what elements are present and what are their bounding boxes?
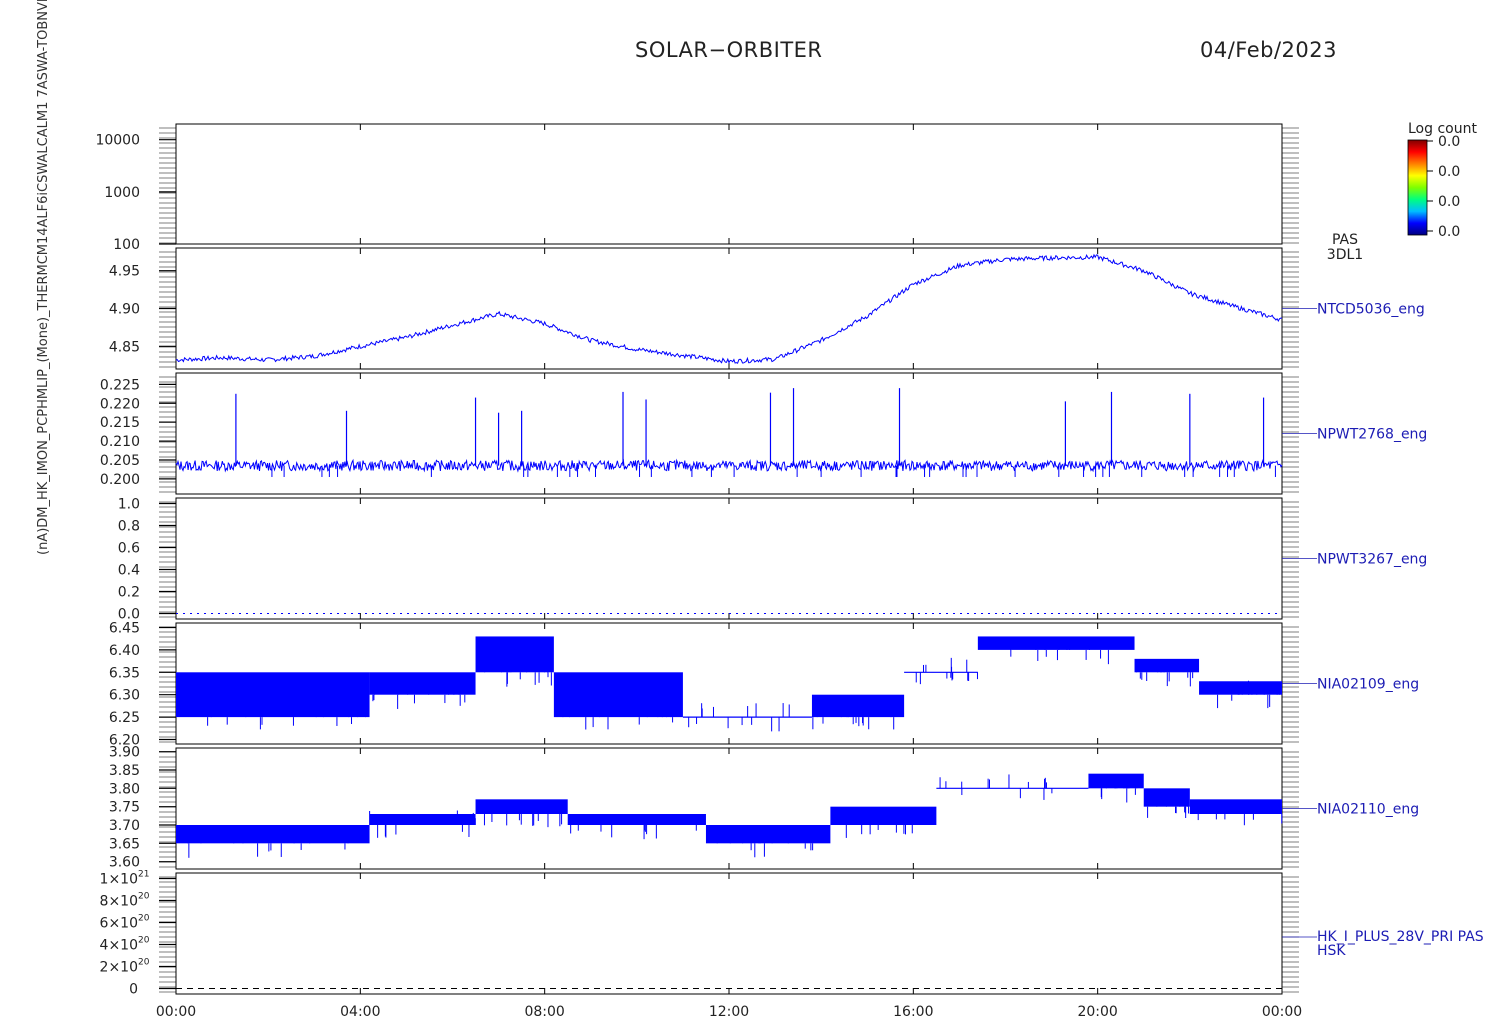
y-tick-label: 100 bbox=[113, 237, 140, 253]
x-tick-label: 12:00 bbox=[709, 1004, 749, 1020]
band-segment bbox=[176, 825, 370, 844]
y-tick-label: 6.45 bbox=[109, 620, 140, 636]
y-tick-label: 0.6 bbox=[118, 541, 140, 557]
colorbar bbox=[1407, 139, 1428, 236]
y-tick-label: 6.25 bbox=[109, 710, 140, 726]
y-tick-label: 1000 bbox=[104, 185, 140, 201]
y-tick-label: 0.225 bbox=[100, 377, 140, 393]
y-tick-label: 0.4 bbox=[118, 563, 140, 579]
y-tick-label: 0.220 bbox=[100, 396, 140, 412]
band-segment bbox=[1134, 658, 1200, 673]
y-tick-label: 3.75 bbox=[109, 800, 140, 816]
y-tick-label: 0.2 bbox=[118, 585, 140, 601]
y-tick-label: 3.70 bbox=[109, 818, 140, 834]
series-line bbox=[175, 253, 1283, 364]
band-segment bbox=[176, 672, 370, 718]
y-tick-label: 8×10 bbox=[100, 894, 138, 910]
y-tick-label: 0.210 bbox=[100, 434, 140, 450]
panel-label: HSK bbox=[1317, 943, 1346, 959]
panel-label: PAS bbox=[1332, 232, 1358, 248]
panel-label: NTCD5036_eng bbox=[1317, 302, 1425, 318]
y-tick-label: 6.40 bbox=[109, 643, 140, 659]
y-tick-label: 4.95 bbox=[109, 264, 140, 280]
y-tick-exponent: 20 bbox=[138, 914, 150, 924]
y-tick-label: 6.20 bbox=[109, 733, 140, 749]
band-segment bbox=[1199, 681, 1282, 695]
panel-frame bbox=[175, 497, 1283, 620]
y-tick-label: 0.0 bbox=[118, 607, 140, 623]
y-tick-label: 0.205 bbox=[100, 453, 140, 469]
y-tick-label: 10000 bbox=[95, 133, 140, 149]
panel-label: NPWT2768_eng bbox=[1317, 427, 1427, 443]
y-tick-label: 6.35 bbox=[109, 665, 140, 681]
colorbar-tick-label: 0.0 bbox=[1438, 194, 1460, 210]
y-tick-label: 1.0 bbox=[118, 497, 140, 513]
y-tick-label: 4.90 bbox=[109, 302, 140, 318]
y-tick-label: 3.65 bbox=[109, 836, 140, 852]
y-tick-label: 3.85 bbox=[109, 763, 140, 779]
y-tick-label: 1×10 bbox=[100, 872, 138, 888]
x-tick-label: 00:00 bbox=[1262, 1004, 1302, 1020]
y-tick-label: 3.60 bbox=[109, 855, 140, 871]
y-tick-label: 3.80 bbox=[109, 781, 140, 797]
panel-frame bbox=[175, 872, 1283, 995]
panel-label: HK_I_PLUS_28V_PRI PAS bbox=[1317, 929, 1484, 945]
y-tick-label: 3.90 bbox=[109, 745, 140, 761]
panel-frame bbox=[175, 247, 1283, 370]
x-tick-label: 08:00 bbox=[524, 1004, 564, 1020]
panel-label: 3DL1 bbox=[1327, 247, 1363, 263]
colorbar-tick-label: 0.0 bbox=[1438, 164, 1460, 180]
y-tick-label: 0.8 bbox=[118, 519, 140, 535]
y-tick-label: 0.215 bbox=[100, 415, 140, 431]
series-line bbox=[175, 458, 1283, 473]
band-segment bbox=[567, 814, 706, 825]
band-segment bbox=[475, 636, 554, 673]
x-tick-label: 16:00 bbox=[893, 1004, 933, 1020]
panel-label: NPWT3267_eng bbox=[1317, 552, 1427, 568]
y-tick-label: 6.30 bbox=[109, 688, 140, 704]
band-segment bbox=[811, 694, 905, 718]
colorbar-tick-label: 0.0 bbox=[1438, 134, 1460, 150]
band-segment bbox=[705, 825, 831, 844]
panel-label: NIA02110_eng bbox=[1317, 802, 1419, 818]
panel-frame bbox=[175, 747, 1283, 870]
band-segment bbox=[369, 814, 476, 825]
band-segment bbox=[553, 672, 683, 718]
plot-date: 04/Feb/2023 bbox=[1200, 38, 1337, 62]
colorbar-tick-label: 0.0 bbox=[1438, 224, 1460, 240]
band-segment bbox=[977, 636, 1135, 650]
y-tick-label: 2×10 bbox=[100, 960, 138, 976]
y-tick-label: 4×10 bbox=[100, 938, 138, 954]
y-tick-exponent: 21 bbox=[138, 870, 149, 880]
band-segment bbox=[475, 799, 568, 814]
mission-title: SOLAR−ORBITER bbox=[635, 38, 823, 62]
x-tick-label: 20:00 bbox=[1077, 1004, 1117, 1020]
x-tick-label: 04:00 bbox=[340, 1004, 380, 1020]
band-segment bbox=[830, 806, 937, 825]
y-tick-exponent: 20 bbox=[138, 892, 150, 902]
band-segment bbox=[369, 672, 476, 695]
panel-frame bbox=[175, 372, 1283, 495]
y-tick-exponent: 20 bbox=[138, 936, 150, 946]
panel-label: NIA02109_eng bbox=[1317, 677, 1419, 693]
y-tick-exponent: 20 bbox=[138, 958, 150, 968]
panel-frame bbox=[175, 123, 1283, 245]
y-tick-label: 4.85 bbox=[109, 339, 140, 355]
y-tick-label: 0 bbox=[129, 982, 138, 998]
band-segment bbox=[1189, 799, 1282, 814]
y-tick-label: 6×10 bbox=[100, 916, 138, 932]
colorbar-title: Log count bbox=[1408, 121, 1477, 137]
x-tick-label: 00:00 bbox=[156, 1004, 196, 1020]
y-tick-label: 0.200 bbox=[100, 472, 140, 488]
